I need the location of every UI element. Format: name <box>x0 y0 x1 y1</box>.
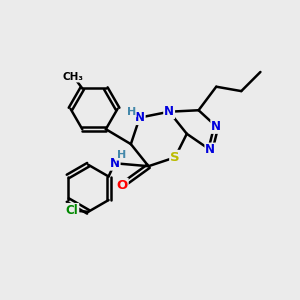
Text: N: N <box>110 157 120 170</box>
Text: H: H <box>116 150 126 160</box>
Text: N: N <box>135 111 145 124</box>
Text: H: H <box>127 107 136 117</box>
Text: N: N <box>164 105 174 118</box>
Text: S: S <box>170 151 180 164</box>
Text: O: O <box>116 179 128 192</box>
Text: Cl: Cl <box>66 204 78 217</box>
Text: N: N <box>211 120 221 133</box>
Text: N: N <box>206 143 215 157</box>
Text: CH₃: CH₃ <box>63 72 84 82</box>
